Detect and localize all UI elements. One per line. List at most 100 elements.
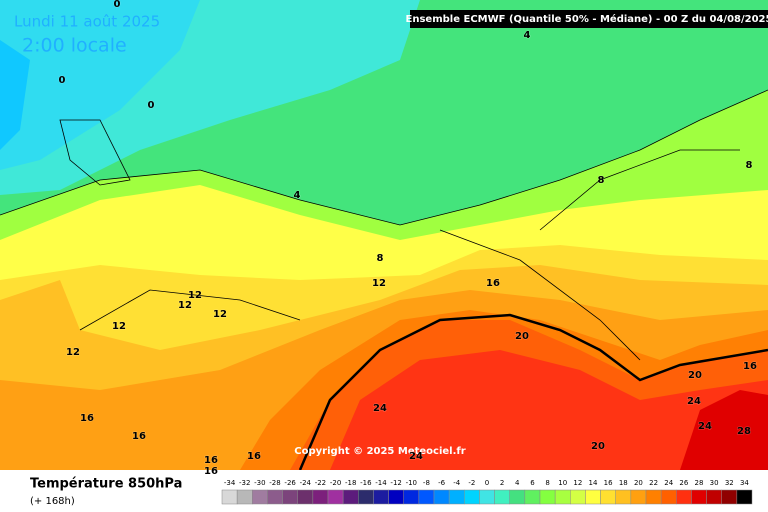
scale-swatch (403, 489, 420, 505)
scale-label: 0 (485, 479, 489, 487)
scale-label: 8 (545, 479, 549, 487)
contour-label: 16 (204, 455, 218, 466)
scale-swatch (373, 489, 389, 505)
contour-label: 28 (737, 426, 751, 437)
lead-time: (+ 168h) (30, 496, 75, 507)
contour-label: 24 (409, 451, 423, 462)
field (680, 390, 768, 470)
scale-swatch (554, 489, 571, 505)
scale-label: 32 (725, 479, 734, 487)
scale-label: -20 (330, 479, 341, 487)
scale-label: 20 (634, 479, 643, 487)
contour-label: 12 (188, 290, 202, 301)
scale-swatch (676, 489, 692, 505)
scale-swatch (464, 489, 480, 505)
field (330, 350, 768, 470)
scale-label: -26 (284, 479, 296, 487)
field (0, 40, 30, 150)
header-box (410, 10, 768, 28)
scale-label: 18 (619, 479, 628, 487)
scale-label: 14 (589, 479, 598, 487)
contour-label: 16 (80, 413, 94, 424)
scale-label: -6 (438, 479, 446, 487)
color-scale: -34 -32 -30 -28 -26 -24 -22 -20 -18 -16 -14 -12 -10-… (221, 479, 753, 505)
contour-label: 8 (746, 160, 753, 171)
scale-swatch (388, 489, 404, 505)
isotherm (298, 313, 768, 471)
contour-label: 16 (743, 361, 757, 372)
contour-label: 12 (372, 278, 386, 289)
scale-label: -18 (345, 479, 356, 487)
date: Lundi 11 août 2025 (14, 13, 160, 31)
scale-label: 34 (740, 479, 749, 487)
variable: Température 850hPa (30, 477, 182, 492)
contour-label: 12 (213, 309, 227, 320)
scale-label: 26 (679, 479, 688, 487)
scale-label: -14 (375, 479, 387, 487)
scale-label: -2 (468, 479, 475, 487)
scale-label: 24 (664, 479, 673, 487)
contour-label: 0 (148, 100, 155, 111)
contour-label: 0 (114, 0, 121, 10)
scale-swatch (418, 489, 435, 505)
scale-swatch (236, 489, 253, 505)
contour-label: 24 (373, 403, 387, 414)
scale-swatch (221, 489, 238, 505)
contour-label: 16 (486, 278, 500, 289)
contour-label: 12 (178, 300, 192, 311)
contour-label: 12 (112, 321, 126, 332)
contour-label: 20 (591, 441, 605, 452)
scale-swatch (721, 489, 738, 505)
scale-swatch (615, 489, 632, 505)
contour-label: 4 (294, 190, 301, 201)
scale-swatch (539, 489, 556, 505)
contour-label: 20 (688, 370, 702, 381)
scale-swatch (645, 489, 662, 505)
scale-swatch (660, 489, 677, 505)
field (0, 0, 200, 170)
coastline (59, 119, 740, 361)
contour-label: 24 (687, 396, 701, 407)
scale-swatch (509, 489, 526, 505)
scale-label: -32 (239, 479, 250, 487)
scale-swatch (736, 489, 753, 505)
scale-label: -24 (300, 479, 312, 487)
contour-label: 8 (377, 253, 384, 264)
scale-label: 22 (649, 479, 658, 487)
contour-label: 16 (204, 466, 218, 477)
scale-label: -30 (254, 479, 265, 487)
scale-swatch (358, 489, 374, 505)
scale-swatch (691, 489, 707, 505)
scale-swatch (630, 489, 647, 505)
scale-label: -22 (315, 479, 326, 487)
contour-label: 8 (598, 175, 605, 186)
scale-label: -4 (453, 479, 461, 487)
scale-label: 2 (500, 479, 504, 487)
scale-label: 12 (573, 479, 582, 487)
scale-label: -28 (269, 479, 280, 487)
copyright: Copyright © 2025 Meteociel.fr (294, 446, 465, 457)
scale-swatch (297, 489, 314, 505)
scale-swatch (433, 489, 450, 505)
scale-label: -34 (224, 479, 236, 487)
scale-swatch (267, 489, 283, 505)
scale-swatch (570, 489, 586, 505)
contour-label: 24 (698, 421, 712, 432)
scale-swatch (585, 489, 601, 505)
scale-label: -10 (406, 479, 417, 487)
scale-swatch (448, 489, 465, 505)
contour-label: 16 (247, 451, 261, 462)
scale-label: 10 (558, 479, 567, 487)
contour-label: 4 (524, 30, 531, 41)
contour-label: 12 (66, 347, 80, 358)
contour-label: 0 (59, 75, 66, 86)
scale-swatch (706, 489, 722, 505)
scale-swatch (327, 489, 344, 505)
contour-label: 20 (515, 331, 529, 342)
scale-swatch (600, 489, 616, 505)
scale-label: 16 (604, 479, 613, 487)
scale-label: -8 (423, 479, 430, 487)
isotherm (0, 89, 768, 226)
